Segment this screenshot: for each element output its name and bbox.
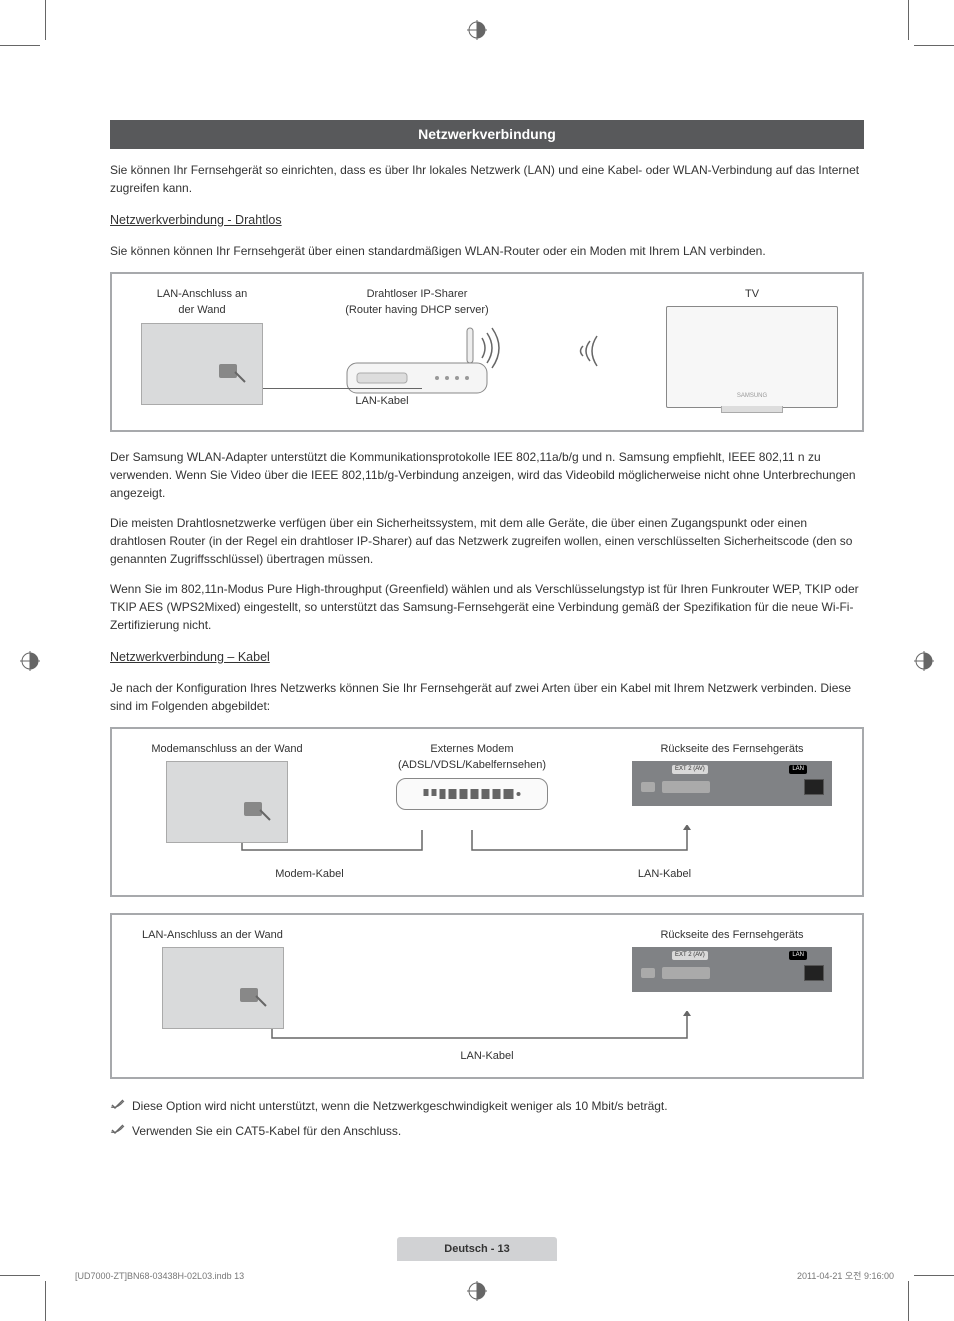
crop-mark: [908, 1281, 909, 1321]
note-icon: [110, 1122, 126, 1141]
crop-mark: [45, 0, 46, 40]
crop-mark: [914, 45, 954, 46]
wireless-signal-icon: [562, 331, 612, 371]
tv-label: TV: [745, 286, 759, 303]
registration-mark-icon: [467, 20, 487, 40]
wall-panel-icon: [166, 761, 288, 843]
note-icon: [110, 1097, 126, 1116]
note-text: Diese Option wird nicht unterstützt, wen…: [132, 1097, 668, 1115]
tv-back-label: Rückseite des Fernsehgeräts: [660, 741, 803, 758]
lan-socket-icon: [238, 986, 268, 1011]
crop-mark: [45, 1281, 46, 1321]
crop-mark: [908, 0, 909, 40]
note-text: Verwenden Sie ein CAT5-Kabel für den Ans…: [132, 1122, 401, 1140]
diagram-modem: Modemanschluss an der Wand Externes Mode…: [110, 727, 864, 897]
port-icon: [640, 779, 656, 795]
port-label: LAN: [789, 765, 807, 774]
crop-mark: [914, 1275, 954, 1276]
intro-text: Sie können Ihr Fernsehgerät so einrichte…: [110, 161, 864, 197]
section-title-bar: Netzwerkverbindung: [110, 120, 864, 149]
footer-timestamp: 2011-04-21 오전 9:16:00: [797, 1270, 894, 1284]
router-label: Drahtloser IP-Sharer: [367, 288, 468, 300]
cable-text: Je nach der Konfiguration Ihres Netzwerk…: [110, 679, 864, 715]
port-label: LAN: [789, 951, 807, 960]
wireless-text: Sie können können Ihr Fernsehgerät über …: [110, 242, 864, 260]
tv-back-panel-icon: EXT 2 (AV) LAN: [632, 947, 832, 992]
lan-socket-icon: [217, 362, 247, 387]
tv-icon: SAMSUNG: [666, 306, 838, 408]
registration-mark-icon: [467, 1281, 487, 1301]
crop-mark: [0, 45, 40, 46]
lan-socket-icon: [242, 800, 272, 825]
page-footer: Deutsch - 13: [397, 1237, 557, 1261]
modem-icon: [396, 778, 548, 810]
wall-label: Modemanschluss an der Wand: [151, 741, 302, 758]
port-label: EXT 2 (AV): [672, 765, 708, 774]
crop-mark: [0, 1275, 40, 1276]
tv-back-panel-icon: EXT 2 (AV) LAN: [632, 761, 832, 806]
router-label: (Router having DHCP server): [345, 304, 488, 316]
registration-mark-icon: [914, 651, 934, 671]
footer-filename: [UD7000-ZT]BN68-03438H-02L03.indb 13: [75, 1270, 244, 1284]
body-paragraph: Die meisten Drahtlosnetzwerke verfügen ü…: [110, 514, 864, 568]
port-icon: [640, 965, 656, 981]
modem-cable-label: Modem-Kabel: [145, 866, 475, 883]
cable-heading: Netzwerkverbindung – Kabel: [110, 648, 864, 667]
diagram-wireless: LAN-Anschluss an der Wand Drahtloser IP-…: [110, 272, 864, 432]
wall-label: LAN-Anschluss an der Wand: [142, 927, 283, 944]
wall-panel-icon: [162, 947, 284, 1029]
tv-back-label: Rückseite des Fernsehgeräts: [660, 927, 803, 944]
modem-label: (ADSL/VDSL/Kabelfernsehen): [398, 759, 546, 771]
wall-panel-icon: [141, 323, 263, 405]
lan-port-icon: [804, 965, 824, 981]
lan-port-icon: [804, 779, 824, 795]
wall-label: der Wand: [178, 304, 225, 316]
body-paragraph: Der Samsung WLAN-Adapter unterstützt die…: [110, 448, 864, 502]
port-label: EXT 2 (AV): [672, 951, 708, 960]
lan-cable-label: LAN-Kabel: [500, 866, 830, 883]
diagram-direct-lan: LAN-Anschluss an der Wand Rückseite des …: [110, 913, 864, 1079]
wall-label: LAN-Anschluss an: [157, 288, 248, 300]
router-icon: [327, 323, 507, 403]
registration-mark-icon: [20, 651, 40, 671]
wireless-heading: Netzwerkverbindung - Drahtlos: [110, 211, 864, 230]
body-paragraph: Wenn Sie im 802,11n-Modus Pure High-thro…: [110, 580, 864, 634]
modem-label: Externes Modem: [430, 743, 513, 755]
